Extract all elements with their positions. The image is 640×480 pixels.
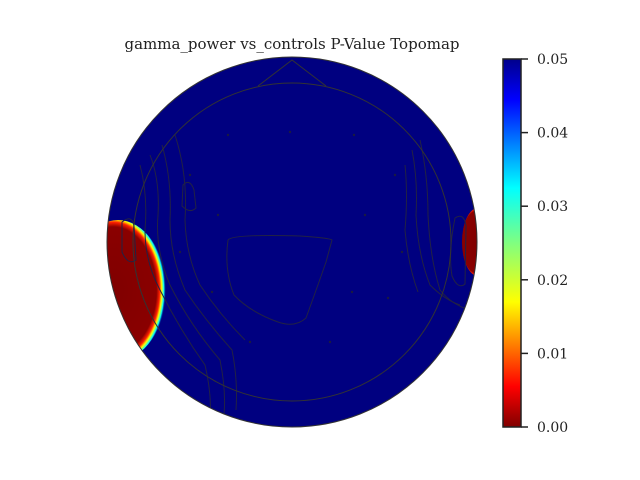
head-outline bbox=[106, 56, 478, 428]
colorbar-tick-label: 0.04 bbox=[537, 126, 568, 142]
colorbar-tick-label: 0.02 bbox=[537, 273, 568, 289]
head-fill bbox=[107, 57, 477, 427]
sensor-boundary bbox=[132, 82, 452, 402]
topomap-head bbox=[106, 56, 478, 428]
colorbar-ticks: 0.00 0.01 0.02 0.03 0.04 0.05 bbox=[521, 52, 568, 436]
nose-outline bbox=[257, 59, 327, 87]
contour-lines bbox=[121, 134, 471, 427]
colorbar-gradient bbox=[503, 59, 521, 427]
colorbar-tick-label: 0.05 bbox=[537, 52, 568, 68]
sensor-markers bbox=[178, 130, 404, 344]
colorbar-tick-label: 0.00 bbox=[537, 420, 568, 436]
colorbar-frame bbox=[502, 58, 522, 428]
left-temporal-region bbox=[107, 220, 166, 360]
colorbar-tick-label: 0.01 bbox=[537, 346, 568, 362]
chart-title: gamma_power vs_controls P-Value Topomap bbox=[124, 35, 459, 53]
colorbar-tick-label: 0.03 bbox=[537, 199, 568, 215]
right-temporal-region bbox=[462, 208, 477, 276]
colorbar: 0.00 0.01 0.02 0.03 0.04 0.05 bbox=[502, 52, 568, 436]
